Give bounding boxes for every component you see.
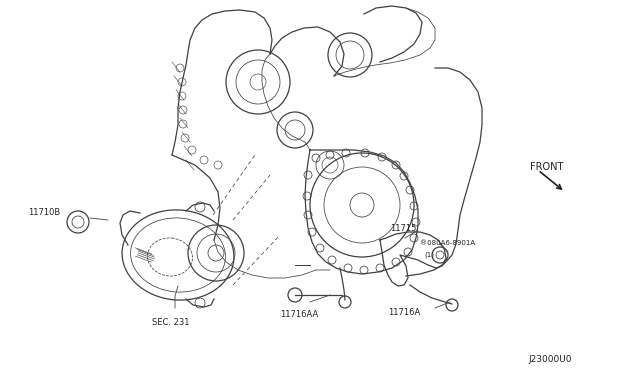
Text: ®080A6-8901A: ®080A6-8901A <box>420 240 475 246</box>
Text: (1): (1) <box>424 252 434 259</box>
Text: 11716A: 11716A <box>388 308 420 317</box>
Text: 11716AA: 11716AA <box>280 310 318 319</box>
Text: 11715: 11715 <box>390 224 417 233</box>
Text: SEC. 231: SEC. 231 <box>152 318 189 327</box>
Text: 11710B: 11710B <box>28 208 60 217</box>
Text: J23000U0: J23000U0 <box>528 355 572 364</box>
Text: FRONT: FRONT <box>530 162 563 172</box>
